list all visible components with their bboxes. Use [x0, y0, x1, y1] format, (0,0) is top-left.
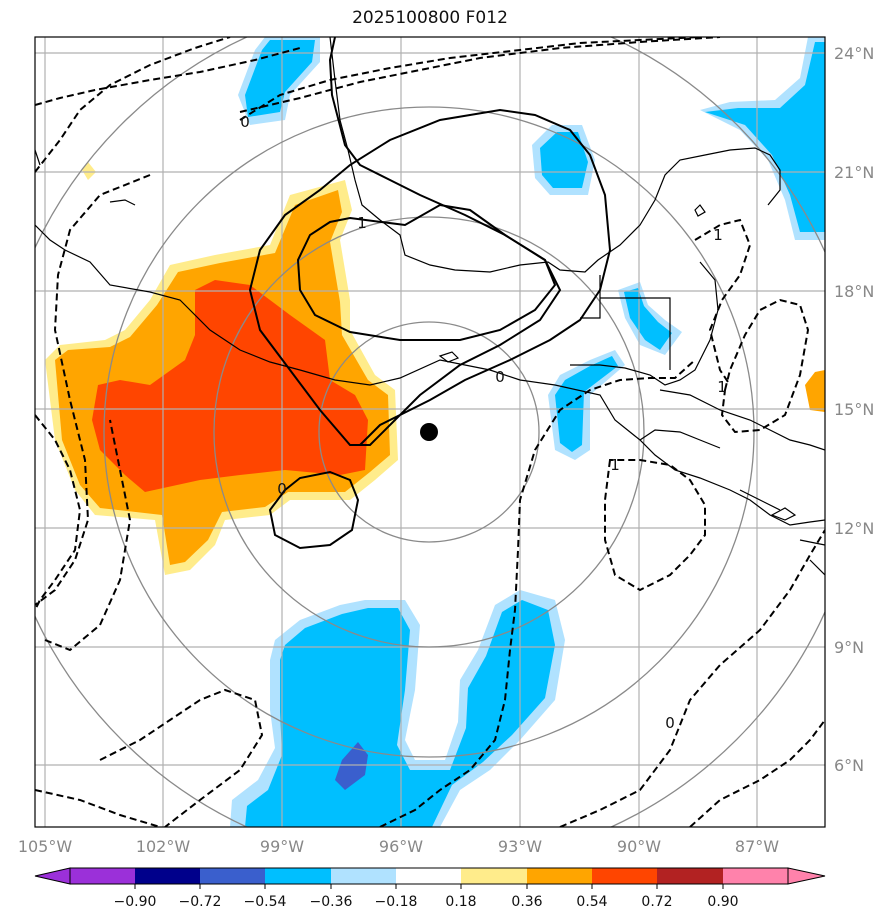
contour-label: 1 — [357, 214, 367, 232]
map-frame — [34, 36, 826, 828]
dashed-contour-lines — [35, 37, 825, 827]
colorbar-segment — [265, 868, 331, 884]
colorbar-tick-label: 0.36 — [511, 894, 542, 910]
lon-tick-label: 87°W — [735, 837, 779, 856]
colorbar-tick-label: −0.54 — [244, 894, 287, 910]
colorbar-tick-label: 0.72 — [641, 894, 672, 910]
colorbar-segment — [70, 868, 135, 884]
colorbar-segment — [723, 868, 788, 884]
colorbar-segment — [331, 868, 396, 884]
colorbar-outline — [69, 867, 789, 885]
lat-tick-label: 6°N — [834, 756, 864, 775]
colorbar-ticks — [134, 884, 724, 889]
colorbar-segment — [135, 868, 200, 884]
contour-label: 0 — [495, 368, 505, 386]
colorbar-max-extension — [787, 867, 826, 885]
lon-tick-label: 99°W — [260, 837, 304, 856]
strong-positive-anomaly-region — [92, 280, 368, 492]
colorbar-segment — [461, 868, 527, 884]
contour-label-group: 1 0 1 0 0 1 1 0 — [240, 113, 727, 732]
map-plot-area: 1 0 1 0 0 1 1 0 — [35, 37, 825, 827]
negative-anomaly-region — [82, 37, 825, 827]
contour-label: 0 — [240, 113, 250, 131]
map-title: 2025100800 F012 — [352, 8, 508, 28]
colorbar-segment — [396, 868, 461, 884]
colorbar-tick-label: 0.18 — [445, 894, 476, 910]
contour-label: 1 — [713, 226, 723, 244]
contour-label: 0 — [277, 480, 287, 498]
lat-tick-label: 12°N — [834, 519, 874, 538]
contour-label: 1 — [610, 456, 620, 474]
lon-tick-label: 90°W — [617, 837, 661, 856]
colorbar-segment — [527, 868, 592, 884]
colorbar-segment — [200, 868, 265, 884]
colorbar-tick-label: −0.36 — [310, 894, 353, 910]
lat-tick-label: 18°N — [834, 282, 874, 301]
storm-center-marker — [420, 423, 438, 441]
lon-tick-label: 93°W — [498, 837, 542, 856]
lon-tick-label: 96°W — [379, 837, 423, 856]
colorbar-tick-label: −0.90 — [114, 894, 157, 910]
colorbar-tick-label: −0.18 — [375, 894, 418, 910]
lat-tick-label: 24°N — [834, 44, 874, 63]
lat-tick-label: 21°N — [834, 163, 874, 182]
colorbar-tick-label: 0.54 — [576, 894, 607, 910]
latitude-axis: 24°N 21°N 18°N 15°N 12°N 9°N 6°N — [834, 44, 874, 775]
colorbar-min-extension — [34, 867, 71, 885]
contour-label: 0 — [665, 714, 675, 732]
colorbar-segment — [592, 868, 657, 884]
colorbar-tick-label: 0.90 — [707, 894, 738, 910]
lat-tick-label: 15°N — [834, 400, 874, 419]
contour-label: 1 — [717, 378, 727, 396]
colorbar: −0.90 −0.72 −0.54 −0.36 −0.18 0.18 0.36 … — [34, 867, 826, 910]
longitude-axis: 105°W 102°W 99°W 96°W 93°W 90°W 87°W — [18, 837, 779, 856]
lon-tick-label: 105°W — [18, 837, 73, 856]
range-rings — [35, 37, 825, 827]
graticule — [35, 37, 825, 827]
contour-lines — [248, 37, 612, 550]
colorbar-segment — [657, 868, 723, 884]
lat-tick-label: 9°N — [834, 638, 864, 657]
coastlines — [35, 37, 825, 576]
lon-tick-label: 102°W — [136, 837, 191, 856]
colorbar-tick-label: −0.72 — [179, 894, 222, 910]
